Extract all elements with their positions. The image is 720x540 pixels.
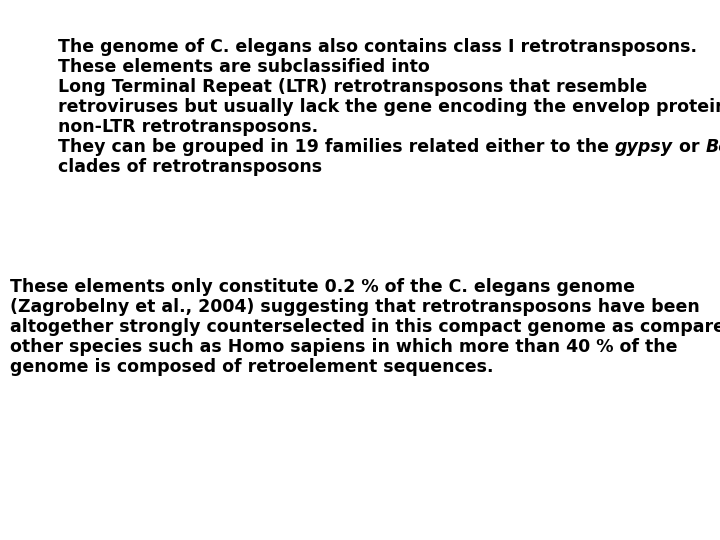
Text: gypsy: gypsy — [615, 138, 673, 156]
Text: They can be grouped in 19 families related either to the: They can be grouped in 19 families relat… — [58, 138, 615, 156]
Text: The genome of C. elegans also contains class I retrotransposons.: The genome of C. elegans also contains c… — [58, 38, 697, 56]
Text: These elements only constitute 0.2 % of the C. elegans genome: These elements only constitute 0.2 % of … — [10, 278, 635, 296]
Text: Bel: Bel — [706, 138, 720, 156]
Text: other species such as Homo sapiens in which more than 40 % of the: other species such as Homo sapiens in wh… — [10, 338, 678, 356]
Text: clades of retrotransposons: clades of retrotransposons — [58, 158, 322, 176]
Text: non-LTR retrotransposons.: non-LTR retrotransposons. — [58, 118, 318, 136]
Text: Long Terminal Repeat (LTR) retrotransposons that resemble: Long Terminal Repeat (LTR) retrotranspos… — [58, 78, 647, 96]
Text: (Zagrobelny et al., 2004) suggesting that retrotransposons have been: (Zagrobelny et al., 2004) suggesting tha… — [10, 298, 700, 316]
Text: genome is composed of retroelement sequences.: genome is composed of retroelement seque… — [10, 358, 493, 376]
Text: These elements are subclassified into: These elements are subclassified into — [58, 58, 430, 76]
Text: altogether strongly counterselected in this compact genome as compared to: altogether strongly counterselected in t… — [10, 318, 720, 336]
Text: retroviruses but usually lack the gene encoding the envelop protein and: retroviruses but usually lack the gene e… — [58, 98, 720, 116]
Text: or: or — [673, 138, 706, 156]
